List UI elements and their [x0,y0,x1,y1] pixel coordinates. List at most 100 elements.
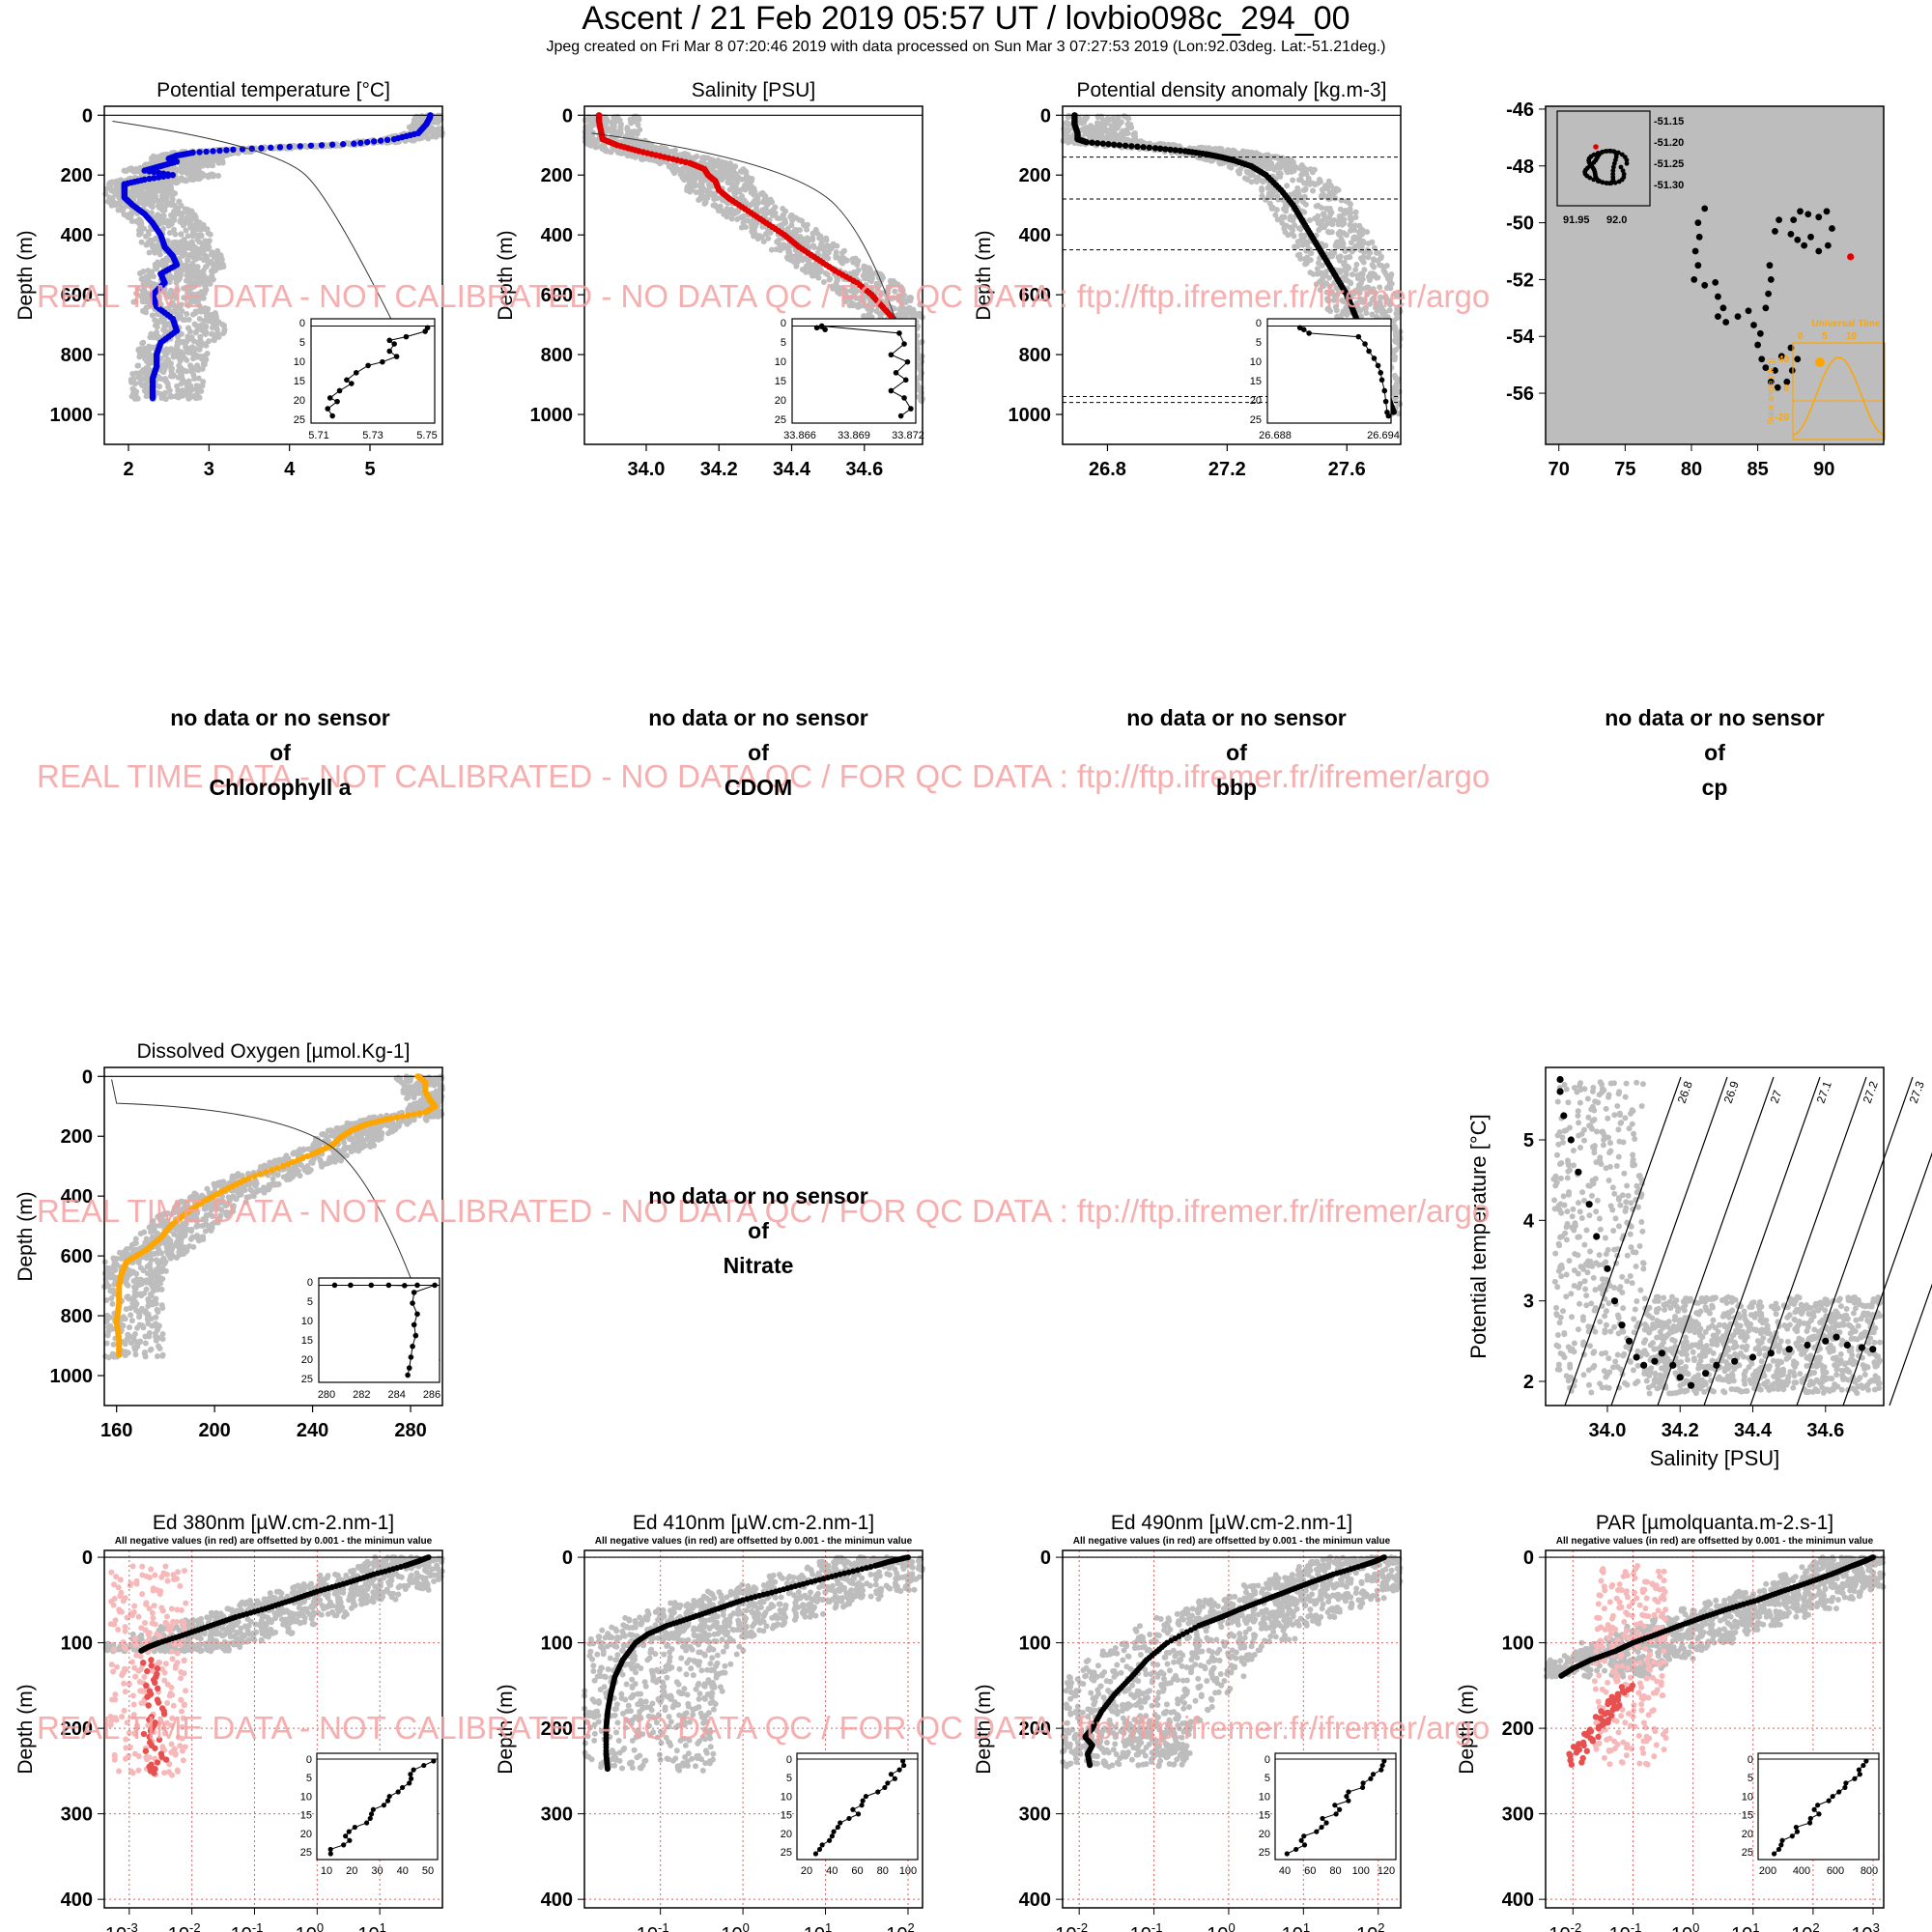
historical-point [194,232,201,239]
historical-point [146,249,153,256]
historical-point [333,141,340,148]
data-point [328,141,336,148]
historical-point [1104,115,1111,122]
historical-point [635,122,641,128]
inset-tick-label: 33.872 [892,430,924,441]
historical-point [195,341,202,348]
inset-point [888,387,895,394]
historical-point [153,322,159,328]
historical-point [801,236,808,242]
historical-point [155,262,161,269]
historical-point [867,269,874,275]
historical-point [152,197,158,204]
historical-point [1281,222,1288,229]
inset-point [901,341,907,347]
inset-point [386,337,393,344]
data-point [384,136,391,144]
historical-point [1280,206,1287,213]
historical-point [203,342,210,349]
historical-point [1228,164,1235,171]
historical-point [1260,179,1266,185]
historical-point [855,258,862,265]
historical-point [684,174,691,181]
historical-point [203,253,210,260]
historical-point [423,130,430,137]
historical-point [717,166,724,173]
historical-point [162,352,169,358]
historical-point [205,318,212,325]
inset-point [349,381,355,386]
historical-point [1324,228,1331,235]
historical-point [728,215,735,222]
historical-point [797,256,804,263]
data-point [276,144,284,151]
inset-tick-label: 25 [775,414,786,426]
historical-point [849,256,856,263]
historical-point [165,222,172,229]
historical-point [760,191,767,198]
historical-point [185,233,191,240]
inset-point [904,358,911,365]
inset-tick-label: 15 [294,376,305,387]
historical-point [169,370,176,377]
historical-point [1335,217,1342,224]
historical-point [1270,205,1277,212]
historical-point [1256,157,1263,164]
historical-point [1335,230,1342,237]
historical-point [833,249,839,256]
historical-point [180,317,186,324]
historical-point [767,229,774,236]
historical-point [1353,261,1360,268]
data-point [364,138,371,146]
inset-point [334,398,340,405]
historical-point [193,253,200,260]
historical-point [156,251,163,258]
historical-point [1065,139,1071,146]
data-point [351,140,357,147]
historical-point [192,213,199,220]
historical-point [1313,203,1320,210]
data-point [203,148,210,156]
historical-point [657,160,664,167]
historical-point [202,328,209,335]
data-point [196,149,203,156]
historical-point [628,119,635,126]
historical-point [150,244,156,251]
historical-point [1378,263,1385,270]
historical-point [178,231,185,238]
historical-point [180,220,186,227]
page-subtitle: Jpeg created on Fri Mar 8 07:20:46 2019 … [546,39,1386,55]
historical-point [710,202,717,209]
historical-point [186,388,193,395]
historical-point [128,393,135,400]
historical-point [816,235,823,242]
historical-point [202,226,209,233]
historical-point [168,393,175,400]
historical-point [765,235,772,242]
inset-point [902,377,909,384]
historical-point [154,328,160,335]
inset-tick-label: 0 [781,318,786,329]
tick-label: 1000 [50,405,94,426]
historical-point [1332,195,1339,202]
historical-point [193,353,200,359]
historical-point [1378,255,1384,262]
historical-point [705,182,712,188]
inset-tick-label: 10 [775,356,786,368]
data-point [357,139,364,147]
historical-point [1259,187,1265,194]
historical-point [838,258,844,265]
data-point [307,142,315,149]
historical-point [1306,247,1313,254]
historical-point [217,264,224,270]
historical-point [136,354,143,360]
historical-point [1320,190,1326,197]
historical-point [166,229,173,236]
inset-point [336,387,343,394]
historical-point [180,390,186,397]
historical-point [221,322,228,328]
historical-point [1294,243,1301,250]
historical-point [291,144,298,151]
historical-point [1255,175,1262,182]
